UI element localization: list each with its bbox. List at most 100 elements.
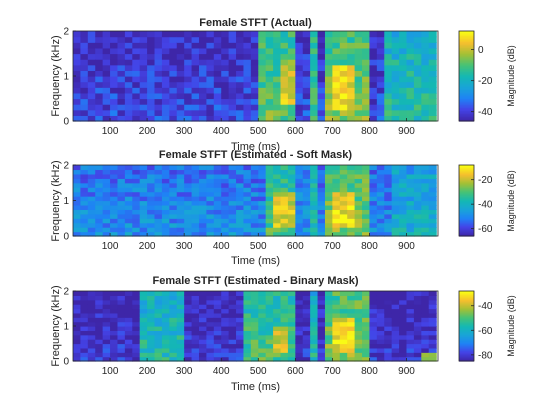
colorbar-swatch — [459, 181, 474, 184]
heatmap-cell — [154, 330, 163, 336]
heatmap-cell — [206, 218, 215, 224]
heatmap-cell — [347, 334, 356, 340]
colorbar-swatch — [459, 101, 474, 104]
heatmap-cell — [302, 299, 311, 305]
heatmap-cell — [384, 182, 393, 188]
heatmap-cell — [132, 47, 141, 55]
heatmap-cell — [317, 231, 326, 237]
heatmap-cell — [421, 312, 430, 318]
heatmap-cell — [213, 304, 222, 310]
heatmap-cell — [302, 334, 311, 340]
heatmap-cell — [154, 182, 163, 188]
heatmap-cell — [317, 339, 326, 345]
heatmap-cell — [236, 76, 245, 83]
heatmap-cell — [280, 191, 289, 197]
heatmap-cell — [206, 312, 215, 318]
heatmap-cell — [339, 200, 348, 206]
heatmap-cell — [280, 295, 289, 301]
heatmap-cell — [132, 308, 141, 314]
colorbar-swatch — [459, 47, 474, 50]
heatmap-cell — [124, 173, 133, 179]
heatmap-cell — [117, 196, 126, 202]
heatmap-cell — [139, 109, 148, 116]
heatmap-cell — [391, 352, 400, 358]
heatmap-cell — [95, 213, 104, 219]
heatmap-cell — [161, 70, 170, 77]
heatmap-cell — [324, 204, 333, 210]
heatmap-cell — [339, 59, 348, 66]
heatmap-cell — [87, 308, 96, 314]
heatmap-cell — [73, 308, 82, 314]
heatmap-cell — [406, 356, 415, 362]
heatmap-cell — [191, 191, 200, 197]
heatmap-cell — [250, 213, 259, 219]
heatmap-cell — [80, 304, 89, 310]
heatmap-cell — [117, 187, 126, 193]
heatmap-cell — [139, 36, 148, 43]
heatmap-cell — [324, 191, 333, 197]
colorbar-swatch — [459, 348, 474, 350]
heatmap-cell — [80, 165, 89, 171]
heatmap-cell — [198, 312, 207, 318]
heatmap-cell — [221, 178, 230, 184]
heatmap-cell — [258, 343, 267, 349]
heatmap-cell — [421, 330, 430, 336]
heatmap-cell — [273, 347, 282, 353]
heatmap-cell — [132, 295, 141, 301]
heatmap-cell — [362, 227, 371, 233]
heatmap-cell — [391, 339, 400, 345]
heatmap-cell — [428, 299, 437, 305]
heatmap-cell — [102, 173, 111, 179]
heatmap-cell — [184, 173, 193, 179]
heatmap-cell — [147, 222, 156, 228]
heatmap-cell — [191, 312, 200, 318]
heatmap-cell — [117, 98, 126, 105]
heatmap-cell — [317, 47, 326, 55]
heatmap-cell — [110, 70, 119, 77]
heatmap-cell — [213, 76, 222, 83]
heatmap-cell — [228, 231, 237, 237]
heatmap-cell — [280, 173, 289, 179]
heatmap-cell — [384, 196, 393, 202]
heatmap-cell — [87, 347, 96, 353]
heatmap-cell — [413, 81, 422, 88]
heatmap-cell — [102, 196, 111, 202]
heatmap-cell — [184, 81, 193, 88]
heatmap-cell — [117, 115, 126, 122]
heatmap-cell — [73, 356, 82, 362]
colorbar-swatch — [459, 67, 474, 70]
heatmap-cell — [421, 64, 430, 71]
heatmap-cell — [317, 98, 326, 105]
heatmap-cell — [176, 330, 185, 336]
heatmap-cell — [302, 64, 311, 71]
heatmap-cell — [236, 200, 245, 206]
heatmap-cell — [250, 81, 259, 88]
heatmap-cell — [295, 47, 304, 55]
heatmap-cell — [384, 81, 393, 88]
heatmap-cell — [87, 70, 96, 77]
heatmap-cell — [324, 182, 333, 188]
heatmap-cell — [243, 173, 252, 179]
heatmap-cell — [184, 64, 193, 71]
heatmap-cell — [191, 169, 200, 175]
heatmap-cell — [147, 81, 156, 88]
heatmap-cell — [273, 98, 282, 105]
heatmap-cell — [213, 326, 222, 331]
heatmap-cell — [147, 87, 156, 94]
heatmap-cell — [221, 299, 230, 305]
heatmap-cell — [317, 209, 326, 215]
heatmap-cell — [95, 169, 104, 175]
heatmap-cell — [213, 299, 222, 305]
colorbar-swatch — [459, 199, 474, 202]
heatmap-cell — [154, 312, 163, 318]
heatmap-cell — [250, 64, 259, 71]
heatmap-cell — [102, 312, 111, 318]
heatmap-cell — [324, 173, 333, 179]
heatmap-cell — [413, 222, 422, 228]
heatmap-cell — [132, 173, 141, 179]
colorbar-swatch — [459, 107, 474, 110]
heatmap-cell — [347, 115, 356, 122]
heatmap-cell — [132, 98, 141, 105]
heatmap-cell — [406, 81, 415, 88]
heatmap-cell — [243, 36, 252, 43]
